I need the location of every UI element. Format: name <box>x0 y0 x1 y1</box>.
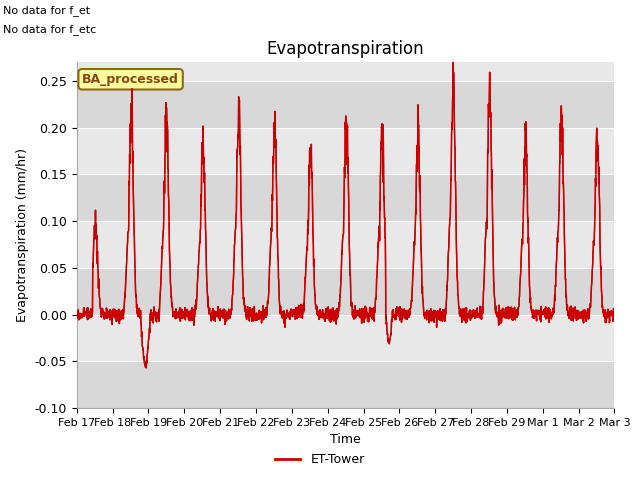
Text: No data for f_etc: No data for f_etc <box>3 24 97 35</box>
Y-axis label: Evapotranspiration (mm/hr): Evapotranspiration (mm/hr) <box>16 148 29 322</box>
Text: BA_processed: BA_processed <box>82 73 179 86</box>
Text: No data for f_et: No data for f_et <box>3 5 90 16</box>
Bar <box>77 81 614 128</box>
Bar <box>77 268 614 314</box>
Legend: ET-Tower: ET-Tower <box>270 448 370 471</box>
Bar <box>77 361 614 408</box>
Bar <box>77 128 614 175</box>
Bar <box>77 175 614 221</box>
X-axis label: Time: Time <box>330 433 361 446</box>
Bar <box>77 221 614 268</box>
Bar <box>77 314 614 361</box>
Title: Evapotranspiration: Evapotranspiration <box>267 40 424 58</box>
